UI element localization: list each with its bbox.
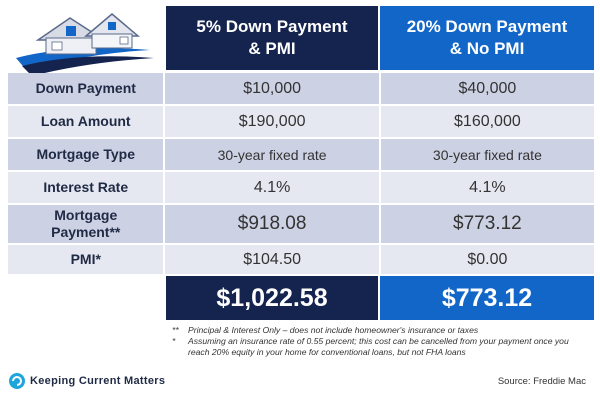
row-label: Mortgage Type — [8, 139, 164, 170]
footnote-text: Principal & Interest Only – does not inc… — [188, 325, 479, 335]
header-5-percent: 5% Down Payment & PMI — [166, 6, 378, 70]
value-20-percent: $40,000 — [380, 73, 595, 104]
value-5-percent: 4.1% — [165, 172, 379, 203]
value-20-percent: $0.00 — [380, 245, 595, 274]
header-5-percent-label: 5% Down Payment & PMI — [196, 17, 348, 58]
table-row: Loan Amount $190,000 $160,000 — [8, 106, 595, 137]
footnote-mark: * — [172, 336, 176, 346]
table-row: PMI* $104.50 $0.00 — [8, 245, 595, 274]
footnote: ** Principal & Interest Only – does not … — [172, 325, 592, 336]
table-row: Mortgage Payment** $918.08 $773.12 — [8, 205, 595, 243]
row-label: Mortgage Payment** — [8, 205, 164, 243]
total-5-percent: $1,022.58 — [166, 276, 378, 320]
value-5-percent: $918.08 — [165, 205, 379, 243]
value-5-percent: $190,000 — [165, 106, 379, 137]
value-5-percent: $104.50 — [165, 245, 379, 274]
footnote-mark: ** — [172, 325, 179, 335]
value-5-percent: $10,000 — [165, 73, 379, 104]
brand-name: Keeping Current Matters — [30, 375, 166, 387]
table-row: Mortgage Type 30-year fixed rate 30-year… — [8, 139, 595, 170]
footnote: * Assuming an insurance rate of 0.55 per… — [172, 336, 592, 358]
row-label: Down Payment — [8, 73, 164, 104]
value-20-percent: 4.1% — [380, 172, 595, 203]
table-row: Interest Rate 4.1% 4.1% — [8, 172, 595, 203]
row-label: PMI* — [8, 245, 164, 274]
brand: Keeping Current Matters — [8, 372, 165, 390]
value-20-percent: 30-year fixed rate — [380, 139, 595, 170]
houses-logo — [16, 13, 154, 76]
total-20-percent: $773.12 — [380, 276, 594, 320]
row-label: Loan Amount — [8, 106, 164, 137]
footnotes: ** Principal & Interest Only – does not … — [172, 325, 592, 358]
source-credit: Source: Freddie Mac — [497, 376, 586, 387]
value-20-percent: $160,000 — [380, 106, 595, 137]
footnote-text: Assuming an insurance rate of 0.55 perce… — [188, 336, 569, 357]
header-20-percent-label: 20% Down Payment & No PMI — [406, 17, 568, 58]
value-20-percent: $773.12 — [380, 205, 595, 243]
value-5-percent: 30-year fixed rate — [165, 139, 379, 170]
row-label: Interest Rate — [8, 172, 164, 203]
header-20-percent: 20% Down Payment & No PMI — [380, 6, 594, 70]
brand-swirl-icon — [9, 373, 25, 389]
table-row: Down Payment $10,000 $40,000 — [8, 73, 595, 104]
